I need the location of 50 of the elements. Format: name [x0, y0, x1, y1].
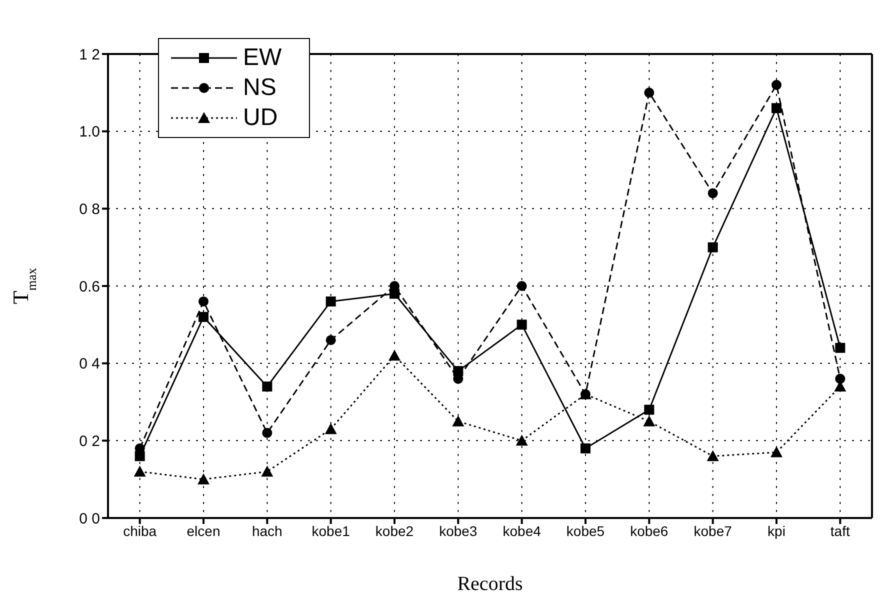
point	[835, 342, 846, 353]
point	[772, 80, 782, 90]
point	[324, 423, 337, 434]
y-tick-label: 0 2	[79, 432, 100, 450]
point	[706, 450, 719, 462]
point	[516, 434, 528, 446]
x-tick-label: kobe6	[630, 522, 668, 539]
point	[326, 335, 336, 346]
point	[516, 281, 527, 291]
point	[835, 374, 846, 384]
point	[262, 382, 272, 392]
point	[452, 415, 464, 426]
point	[580, 443, 590, 454]
point	[198, 296, 208, 306]
x-tick-label: hach	[252, 522, 282, 539]
point	[772, 103, 782, 114]
point	[134, 466, 146, 477]
point	[644, 404, 654, 415]
y-tick-label: 0.6	[79, 278, 100, 296]
y-tick-label: 0 4	[79, 356, 100, 373]
point	[644, 88, 654, 98]
point	[198, 312, 208, 322]
point	[388, 350, 400, 361]
x-tick-label: kobe3	[439, 522, 478, 539]
x-tick-label: kobe4	[502, 522, 542, 539]
legend-label: UD	[243, 104, 278, 132]
point	[198, 473, 210, 484]
x-tick-label: elcen	[186, 522, 220, 539]
x-tick-label: kobe2	[375, 522, 414, 539]
point	[708, 188, 718, 198]
x-tick-label: kpi	[768, 522, 786, 539]
legend-label: EW	[243, 44, 282, 72]
point	[770, 446, 782, 458]
x-tick-label: kobe5	[566, 522, 605, 539]
point	[326, 296, 336, 306]
point	[261, 466, 274, 477]
point	[516, 320, 527, 330]
y-tick-label: 1 2	[79, 46, 100, 64]
x-tick-label: taft	[830, 522, 850, 539]
x-tick-label: kobe1	[312, 522, 350, 539]
legend-label: NS	[243, 74, 276, 102]
y-tick-label: 0 8	[79, 200, 100, 218]
x-tick-label: chiba	[123, 522, 157, 539]
y-tick-label: 1.0	[79, 124, 100, 141]
y-tick-label: 0 0	[79, 510, 100, 528]
point	[708, 242, 718, 252]
point	[262, 428, 272, 438]
x-tick-label: kobe7	[694, 522, 732, 539]
x-axis-title: Records	[457, 573, 523, 596]
point	[643, 415, 656, 426]
